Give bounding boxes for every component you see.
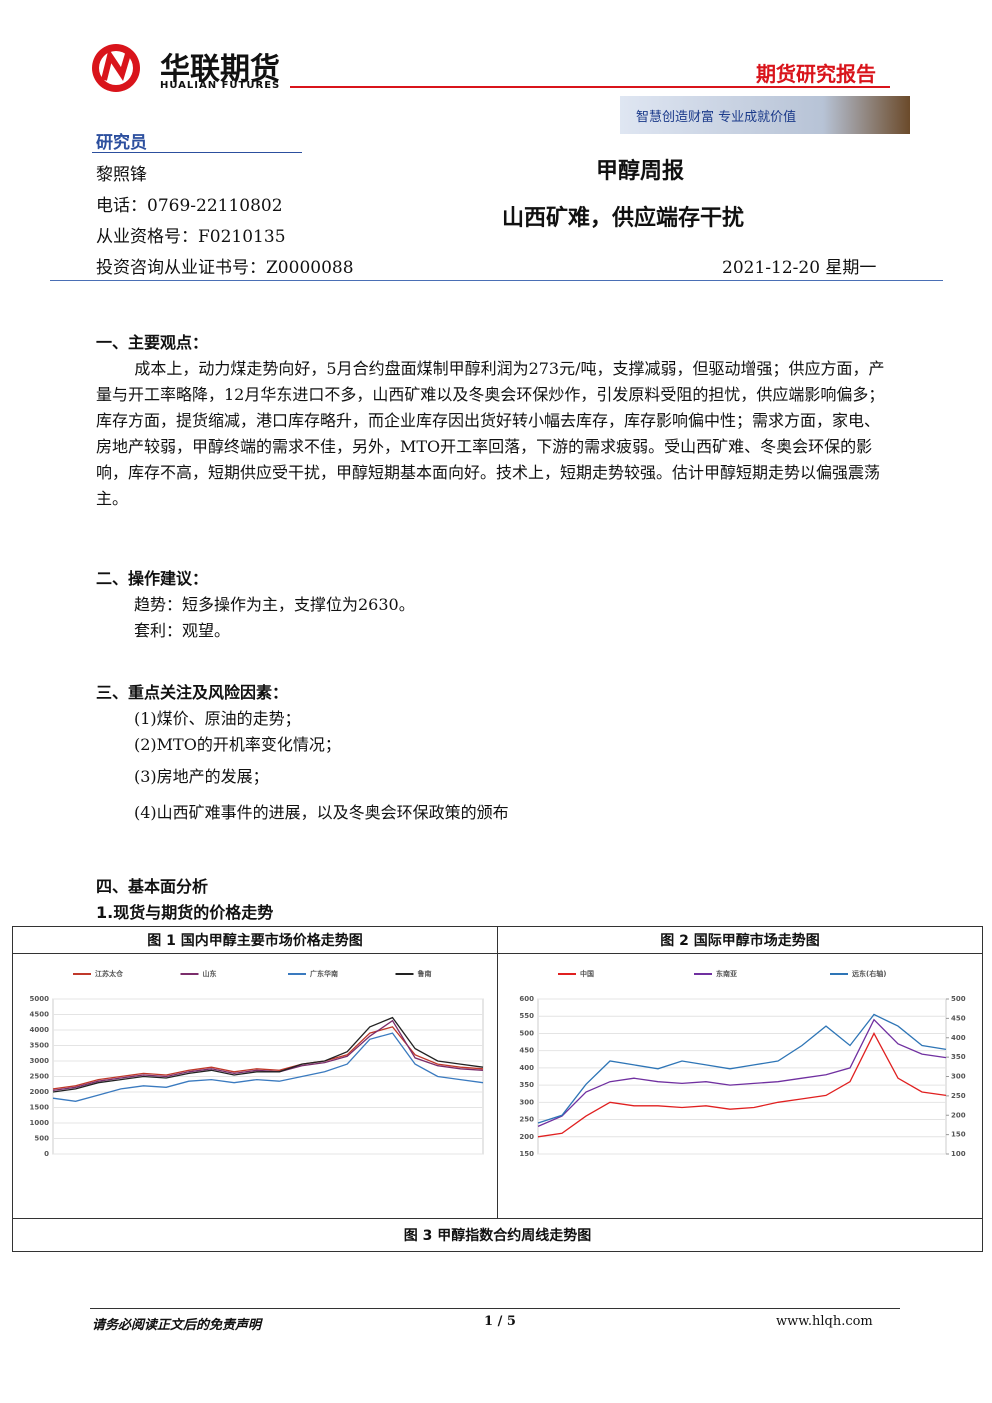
website: www.hlqh.com <box>776 1314 873 1329</box>
researcher-name: 黎照锋 <box>96 165 147 185</box>
subtitle: 山西矿难，供应端存干扰 <box>502 206 745 231</box>
y-tick-label: 300 <box>519 1098 534 1106</box>
title: 甲醇周报 <box>596 159 685 184</box>
section: 二、操作建议： 趋势：短多操作为主，支撑位为2630。 套利：观望。 <box>96 566 886 644</box>
logo <box>92 44 140 92</box>
y-tick-label: 150 <box>519 1150 534 1158</box>
y2-tick-label: 500 <box>951 995 966 1003</box>
paragraph: (1)煤价、原油的走势； <box>134 709 301 728</box>
legend-label: 江苏太仓 <box>95 969 124 978</box>
slogan: 智慧创造财富 专业成就价值 <box>636 110 797 125</box>
figure-title: 图 2 国际甲醇市场走势图 <box>497 926 983 954</box>
company: 华联期货 <box>160 52 280 87</box>
y-tick-label: 1000 <box>30 1119 50 1127</box>
paragraph: (4)山西矿难事件的进展，以及冬奥会环保政策的颁布 <box>134 803 509 822</box>
rule <box>50 280 943 281</box>
subheading: 1.现货与期货的价格走势 <box>96 903 274 922</box>
report-type: 期货研究报告 <box>756 62 876 86</box>
series-line <box>52 1016 484 1093</box>
phone: 电话：0769-22110802 <box>96 196 283 216</box>
rule <box>290 86 890 88</box>
paragraph: 套利：观望。 <box>134 621 231 640</box>
heading: 三、重点关注及风险因素： <box>96 683 289 702</box>
paragraph: 成本上，动力煤走势向好，5月合约盘面煤制甲醇利润为273元/吨，支撑减弱，但驱动… <box>96 359 885 508</box>
heading: 四、基本面分析 <box>96 877 209 896</box>
legend-label: 东南亚 <box>716 969 737 978</box>
qualification: 从业资格号：F0210135 <box>96 227 286 247</box>
disclaimer: 请务必阅读正文后的免责声明 <box>92 1318 262 1333</box>
series-line <box>537 1031 947 1138</box>
rule <box>90 1308 900 1309</box>
y2-tick-label: 450 <box>951 1014 966 1022</box>
paragraph: (3)房地产的发展； <box>134 767 269 786</box>
rule <box>92 152 302 153</box>
section: 一、主要观点： 成本上，动力煤走势向好，5月合约盘面煤制甲醇利润为273元/吨，… <box>96 330 886 512</box>
chart: 150 200 250 300 350 400 450 500 550 600 100 150 200 2… <box>519 969 966 1158</box>
y2-tick-label: 300 <box>951 1073 966 1081</box>
chart: 0 500 1000 1500 2000 2500 3000 3500 4000 4500 5000… <box>30 969 484 1158</box>
y-tick-label: 350 <box>519 1081 534 1089</box>
y-tick-label: 2500 <box>30 1073 50 1081</box>
legend-label: 中国 <box>580 969 594 978</box>
y2-tick-label: 200 <box>951 1111 966 1119</box>
section: 三、重点关注及风险因素： (1)煤价、原油的走势； (2)MTO的开机率变化情况… <box>96 680 886 826</box>
plot-area <box>537 998 947 1155</box>
y-tick-label: 500 <box>519 1029 534 1037</box>
company-en: HUALIAN FUTURES <box>160 80 281 91</box>
series-line <box>537 1018 947 1127</box>
y-tick-label: 1500 <box>30 1104 50 1112</box>
y-tick-label: 550 <box>519 1012 534 1020</box>
paragraph: 趋势：短多操作为主，支撑位为2630。 <box>134 595 415 614</box>
y2-tick-label: 100 <box>951 1150 966 1158</box>
figure-table: 图 1 国内甲醇主要市场价格走势图图 2 国际甲醇市场走势图 0 500 1000 1… <box>12 926 983 1252</box>
series-line <box>52 1032 484 1102</box>
page-number: 1 / 5 <box>484 1314 516 1329</box>
y-tick-label: 250 <box>519 1116 534 1124</box>
y2-tick-label: 150 <box>951 1131 966 1139</box>
researcher-heading: 研究员 <box>96 133 147 153</box>
legend-label: 山东 <box>203 969 217 978</box>
y-tick-label: 500 <box>34 1135 49 1143</box>
date: 2021-12-20 星期一 <box>722 258 877 278</box>
banner <box>620 96 910 134</box>
y-tick-label: 4500 <box>30 1011 50 1019</box>
y2-tick-label: 250 <box>951 1092 966 1100</box>
y-tick-label: 2000 <box>30 1088 50 1096</box>
series-line <box>537 1013 947 1124</box>
section: 四、基本面分析 1.现货与期货的价格走势 <box>96 874 886 926</box>
series-line <box>52 1026 484 1090</box>
y-tick-label: 5000 <box>30 995 50 1003</box>
legend-label: 鲁南 <box>417 969 432 978</box>
series-line <box>52 1019 484 1092</box>
paragraph: (2)MTO的开机率变化情况； <box>134 735 341 754</box>
y-tick-label: 200 <box>519 1133 534 1141</box>
heading: 二、操作建议： <box>96 569 209 588</box>
license: 投资咨询从业证书号：Z0000088 <box>96 258 354 278</box>
heading: 一、主要观点： <box>96 333 209 352</box>
y-tick-label: 0 <box>44 1150 49 1158</box>
y-tick-label: 3500 <box>30 1042 50 1050</box>
y-tick-label: 450 <box>519 1047 534 1055</box>
y2-tick-label: 400 <box>951 1034 966 1042</box>
y-tick-label: 600 <box>519 995 534 1003</box>
legend-label: 远东(右轴) <box>852 969 886 978</box>
legend-label: 广东华南 <box>310 969 338 978</box>
y2-tick-label: 350 <box>951 1053 966 1061</box>
figure-title: 图 1 国内甲醇主要市场价格走势图 <box>12 926 498 954</box>
y-tick-label: 3000 <box>30 1057 50 1065</box>
y-tick-label: 4000 <box>30 1026 50 1034</box>
figure-title: 图 3 甲醇指数合约周线走势图 <box>12 1218 983 1252</box>
y-tick-label: 400 <box>519 1064 534 1072</box>
